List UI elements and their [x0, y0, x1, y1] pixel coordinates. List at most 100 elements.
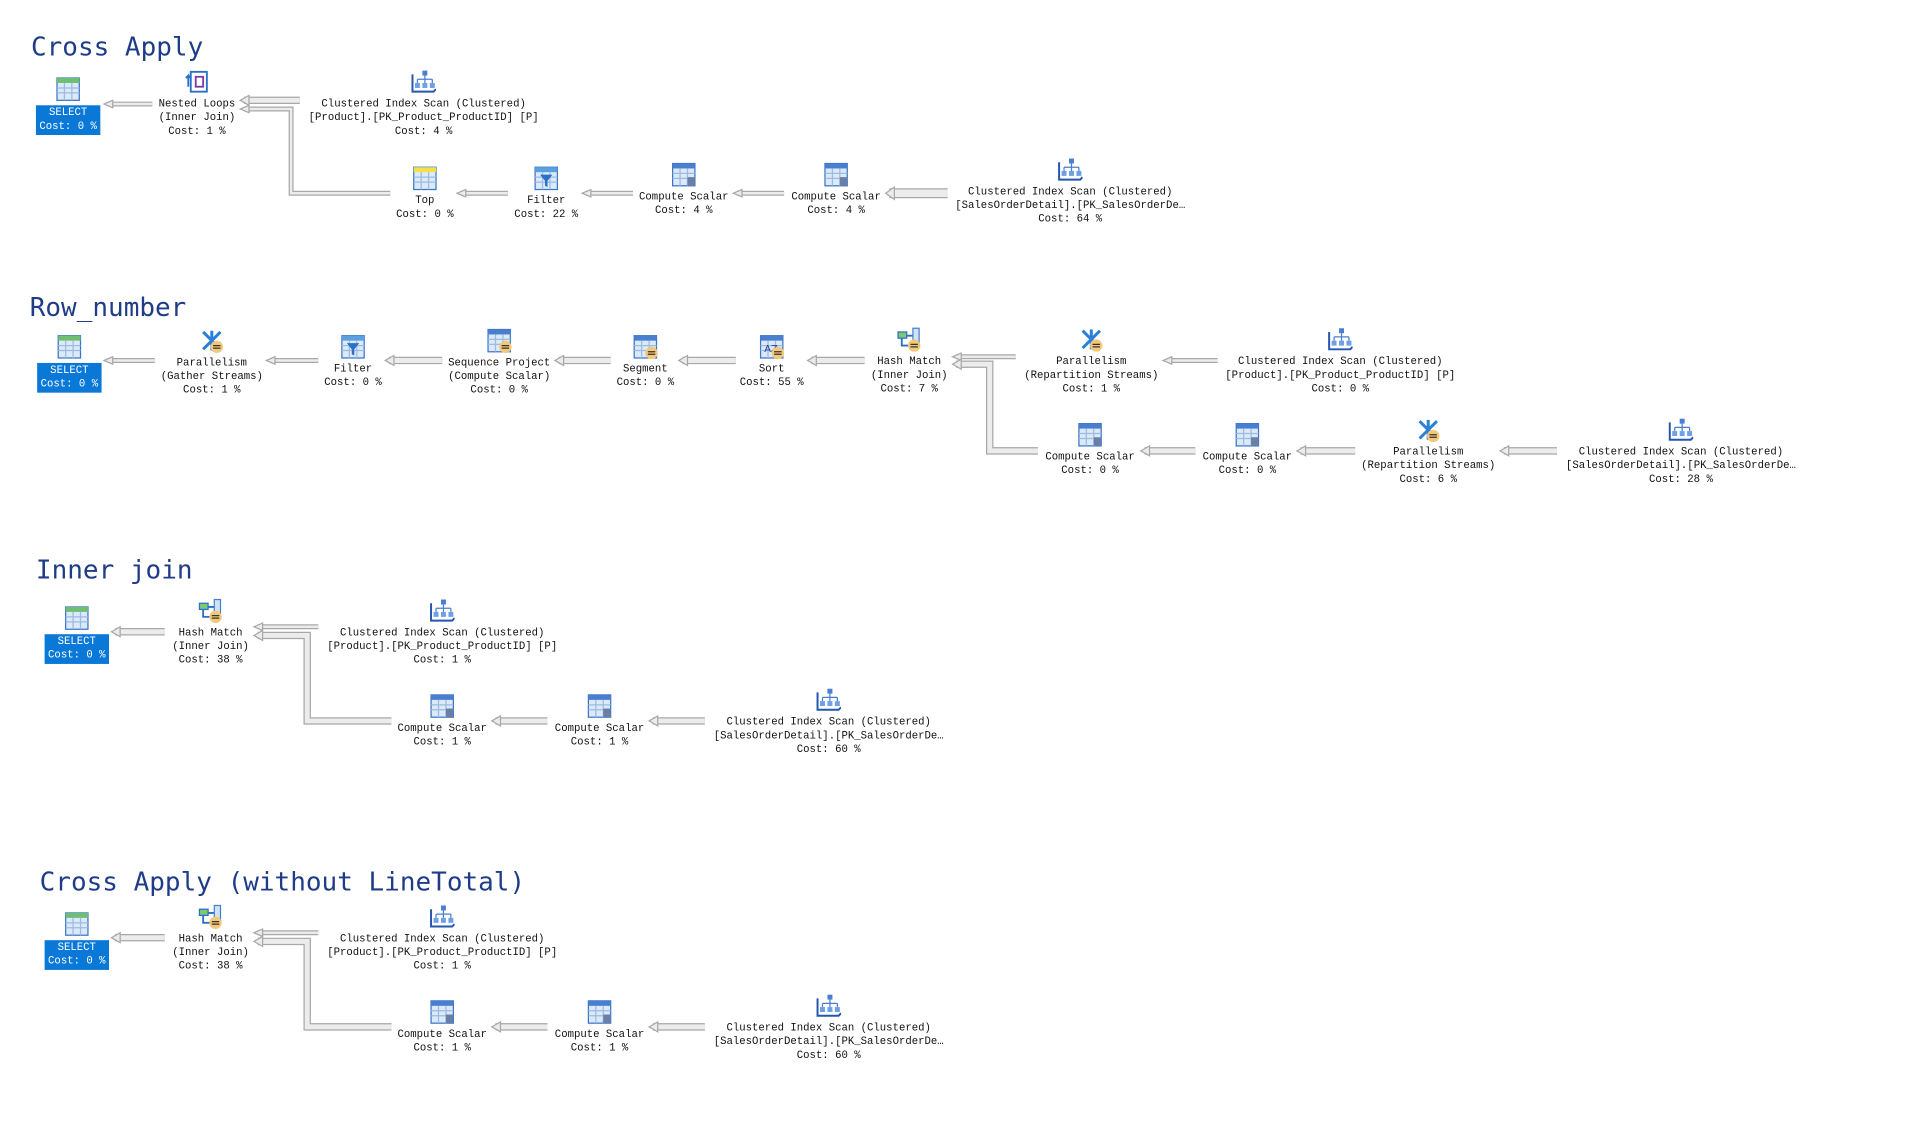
operator-cost: Cost: 4 %: [394, 125, 453, 138]
operator-cost: Cost: 1 %: [183, 383, 241, 397]
plan-operator-clustered-index-scan[interactable]: Clustered Index Scan (Clustered) [Product…: [263, 69, 585, 138]
operator-label: Top Cost: 0 %: [264, 194, 586, 221]
data-flow-arrow: [490, 1020, 548, 1033]
data-flow-arrow: [490, 714, 548, 727]
operator-name: [SalesOrderDetail].[PK_SalesOrderDe…: [955, 199, 1186, 212]
operator-label: Compute Scalar Cost: 1 %: [438, 1028, 760, 1055]
operator-cost: Cost: 0 %: [48, 649, 106, 662]
data-flow-arrow: [238, 104, 391, 196]
operator-name: SELECT: [57, 941, 96, 954]
hash-match-icon: [897, 327, 922, 352]
operator-name: SELECT: [50, 364, 89, 377]
plan-operator-filter[interactable]: Filter Cost: 0 %: [192, 334, 514, 390]
operator-name: (Gather Streams): [160, 370, 263, 383]
plan-operator-compute-scalar[interactable]: Compute Scalar Cost: 4 %: [675, 162, 997, 218]
plan-operator-clustered-index-scan[interactable]: Clustered Index Scan (Clustered) [Product…: [281, 598, 603, 667]
sort-icon: AZ: [759, 334, 785, 360]
operator-name: Nested Loops: [158, 97, 236, 111]
plan-operator-parallelism-repartition[interactable]: Parallelism (Repartition Streams) Cost: 1 …: [930, 327, 1252, 396]
compute-scalar-icon: [671, 162, 696, 187]
plan-operator-select[interactable]: SELECT Cost: 0 %: [0, 77, 229, 136]
plan-operator-sort[interactable]: AZ Sort Cost: 55 %: [611, 334, 933, 390]
operator-label: Compute Scalar Cost: 0 %: [1086, 451, 1408, 478]
operator-name: Clustered Index Scan (Clustered): [340, 626, 545, 640]
data-flow-arrow: [110, 625, 165, 638]
operator-label: Compute Scalar Cost: 1 %: [281, 1028, 603, 1055]
data-flow-arrow: [264, 355, 319, 366]
plan-operator-hash-match[interactable]: Hash Match (Inner Join) Cost: 38 %: [50, 598, 372, 667]
plan-operator-compute-scalar[interactable]: Compute Scalar Cost: 4 %: [523, 162, 845, 218]
operator-label: Parallelism (Repartition Streams) Cost: 6 …: [1267, 446, 1589, 487]
plan-operator-sequence-project[interactable]: Sequence Project (Compute Scalar) Cost: 0 …: [338, 328, 660, 397]
plan-operator-compute-scalar[interactable]: Compute Scalar Cost: 1 %: [281, 694, 603, 750]
plan-operator-select[interactable]: SELECT Cost: 0 %: [0, 606, 238, 664]
plan-operator-clustered-index-scan[interactable]: Clustered Index Scan (Clustered) [Product…: [1179, 327, 1501, 396]
plan-operator-compute-scalar[interactable]: Compute Scalar Cost: 0 %: [1086, 422, 1408, 478]
plan-operator-compute-scalar[interactable]: Compute Scalar Cost: 1 %: [438, 694, 760, 750]
plan-title: Row_number: [29, 292, 187, 323]
plan-operator-segment[interactable]: Segment Cost: 0 %: [484, 334, 806, 390]
operator-cost: Cost: 28 %: [1648, 473, 1713, 486]
plan-operator-clustered-index-scan[interactable]: Clustered Index Scan (Clustered) [SalesOr…: [909, 157, 1231, 226]
plan-operator-nested-loops[interactable]: Nested Loops (Inner Join) Cost: 1 %: [36, 69, 358, 138]
operator-label: Sequence Project (Compute Scalar) Cost: 0 …: [338, 357, 660, 398]
compute-scalar-icon: [430, 1000, 455, 1025]
operator-name: Compute Scalar: [397, 1028, 487, 1041]
data-flow-arrow: [252, 629, 392, 725]
data-flow-arrow: [102, 355, 155, 366]
operator-cost: Cost: 0 %: [616, 376, 675, 389]
operator-name: (Repartition Streams): [1024, 369, 1159, 382]
operator-cost: Cost: 60 %: [796, 743, 861, 756]
operator-name: Parallelism: [1056, 355, 1127, 368]
data-flow-arrow: [1161, 355, 1218, 366]
operator-name: Compute Scalar: [1045, 450, 1135, 464]
plan-operator-compute-scalar[interactable]: Compute Scalar Cost: 1 %: [281, 1000, 603, 1056]
operator-name: Sort: [758, 362, 785, 376]
plan-operator-top[interactable]: Top Cost: 0 %: [264, 166, 586, 222]
operator-cost: Cost: 4 %: [807, 204, 865, 217]
plan-operator-parallelism-repartition[interactable]: Parallelism (Repartition Streams) Cost: 6 …: [1267, 417, 1589, 486]
plan-operator-hash-match[interactable]: Hash Match (Inner Join) Cost: 7 %: [748, 327, 1070, 396]
plan-operator-select[interactable]: SELECT Cost: 0 %: [0, 334, 230, 393]
data-flow-arrow: [731, 188, 785, 198]
operator-cost: Cost: 0 %: [40, 377, 99, 391]
data-flow-arrow: [951, 358, 1039, 455]
plan-operator-parallelism-gather[interactable]: Parallelism (Gather Streams) Cost: 1 %: [51, 328, 373, 397]
sequence-project-icon: [487, 328, 512, 354]
operator-cost: Cost: 0 %: [1218, 464, 1277, 477]
plan-operator-clustered-index-scan[interactable]: Clustered Index Scan (Clustered) [SalesOr…: [668, 687, 990, 756]
plan-operator-clustered-index-scan[interactable]: Clustered Index Scan (Clustered) [SalesOr…: [1520, 417, 1842, 486]
plan-operator-compute-scalar[interactable]: Compute Scalar Cost: 0 %: [929, 422, 1251, 478]
plan-operator-clustered-index-scan[interactable]: Clustered Index Scan (Clustered) [SalesOr…: [668, 993, 990, 1062]
operator-label: Clustered Index Scan (Clustered) [SalesOr…: [909, 186, 1231, 227]
operator-name: [Product].[PK_Product_ProductID] [P]: [308, 111, 539, 124]
operator-label: Hash Match (Inner Join) Cost: 7 %: [748, 356, 1070, 397]
operator-name: SELECT: [48, 106, 88, 119]
operator-name: [Product].[PK_Product_ProductID] [P]: [327, 640, 558, 653]
plan-operator-filter[interactable]: Filter Cost: 22 %: [385, 166, 707, 222]
operator-name: Parallelism: [176, 356, 247, 370]
clustered-index-scan-icon: [1058, 157, 1084, 182]
operator-name: Hash Match: [877, 355, 942, 368]
operator-name: [SalesOrderDetail].[PK_SalesOrderDe…: [1565, 459, 1796, 472]
compute-scalar-icon: [587, 694, 612, 719]
operator-name: (Inner Join): [870, 369, 948, 382]
operator-name: (Compute Scalar): [448, 370, 551, 383]
operator-cost: Cost: 1 %: [168, 125, 226, 138]
data-flow-arrow: [884, 185, 948, 201]
operator-label: SELECT Cost: 0 %: [44, 940, 110, 970]
data-flow-arrow: [252, 928, 319, 938]
plan-operator-clustered-index-scan[interactable]: Clustered Index Scan (Clustered) [Product…: [281, 904, 603, 973]
plan-operator-select[interactable]: SELECT Cost: 0 %: [0, 912, 238, 970]
plan-title: Cross Apply: [30, 32, 204, 62]
operator-label: Hash Match (Inner Join) Cost: 38 %: [50, 627, 372, 668]
select-icon: [64, 606, 89, 631]
data-flow-arrow: [950, 352, 1016, 362]
operator-cost: Cost: 4 %: [655, 204, 713, 217]
plan-operator-hash-match[interactable]: Hash Match (Inner Join) Cost: 38 %: [50, 904, 372, 973]
operator-name: Parallelism: [1393, 445, 1464, 459]
data-flow-arrow: [252, 935, 392, 1031]
plan-operator-compute-scalar[interactable]: Compute Scalar Cost: 1 %: [438, 1000, 760, 1056]
